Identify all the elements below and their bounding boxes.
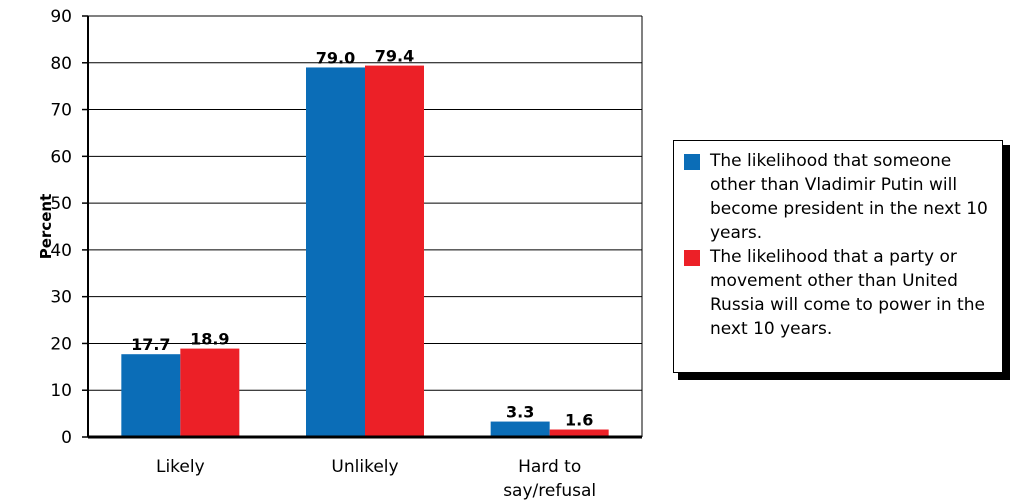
category-label: Hard to xyxy=(518,457,581,477)
bar xyxy=(306,67,365,437)
y-tick-label: 20 xyxy=(50,334,72,354)
bar xyxy=(365,65,424,437)
data-label: 79.0 xyxy=(316,48,355,67)
bar xyxy=(549,429,609,437)
legend-label-series-2: The likelihood that a party or movement … xyxy=(710,247,985,339)
y-tick-label: 80 xyxy=(50,54,72,74)
category-label: Likely xyxy=(156,457,205,477)
y-tick-label: 0 xyxy=(61,428,72,448)
data-label: 17.7 xyxy=(131,335,170,354)
category-label: say/refusal xyxy=(503,481,596,501)
bar xyxy=(180,348,240,437)
data-label: 3.3 xyxy=(506,403,534,422)
legend-swatch-series-1 xyxy=(684,154,700,170)
y-tick-label: 30 xyxy=(50,288,72,308)
y-axis-title: Percent xyxy=(37,194,55,259)
data-label: 79.4 xyxy=(375,47,414,66)
category-label: Unlikely xyxy=(331,457,398,477)
y-tick-label: 70 xyxy=(50,101,72,121)
bar xyxy=(121,354,181,437)
legend-swatch-series-2 xyxy=(684,250,700,266)
legend: The likelihood that someone other than V… xyxy=(673,140,1003,373)
legend-label-series-1: The likelihood that someone other than V… xyxy=(710,151,988,243)
y-tick-label: 90 xyxy=(50,7,72,27)
y-tick-label: 40 xyxy=(50,241,72,261)
bar xyxy=(490,421,550,437)
y-tick-label: 10 xyxy=(50,381,72,401)
data-label: 1.6 xyxy=(565,411,593,430)
y-tick-label: 60 xyxy=(50,147,72,167)
bar-chart: 0 10 20 30 40 50 60 70 80 90 17.7 79.0 3.3 18.9 79.4 1.… xyxy=(37,7,643,501)
y-tick-label: 50 xyxy=(50,194,72,214)
data-label: 18.9 xyxy=(190,330,229,349)
